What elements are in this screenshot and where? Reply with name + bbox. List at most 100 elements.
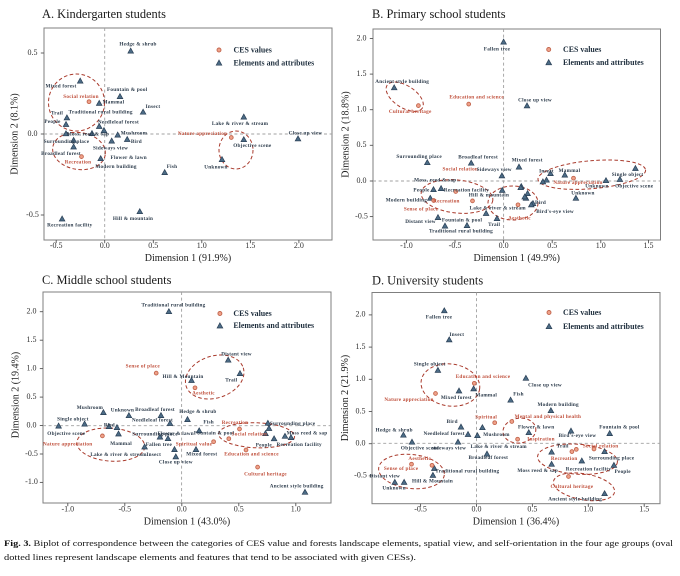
svg-text:Fallen tree: Fallen tree (484, 47, 511, 53)
svg-text:Recreation: Recreation (65, 160, 92, 166)
svg-text:0.5: 0.5 (547, 241, 557, 250)
svg-text:Fish: Fish (203, 419, 214, 425)
svg-text:Objective scene: Objective scene (615, 184, 654, 190)
svg-text:Distant view: Distant view (370, 473, 401, 479)
svg-text:Lake & river & stream: Lake & river & stream (90, 452, 147, 458)
svg-text:Ancient style building: Ancient style building (375, 79, 429, 85)
svg-text:Dimension 1 (49.9%): Dimension 1 (49.9%) (474, 253, 560, 264)
svg-text:1.5: 1.5 (245, 241, 255, 250)
svg-text:1.0: 1.0 (357, 105, 367, 114)
svg-text:-1.0: -1.0 (61, 504, 74, 513)
svg-text:-1.0: -1.0 (400, 241, 413, 250)
svg-text:-0.5: -0.5 (25, 449, 38, 458)
svg-text:Hill & mountain: Hill & mountain (469, 193, 509, 199)
svg-text:Objective scene: Objective scene (401, 445, 440, 451)
svg-text:Mammal: Mammal (103, 100, 125, 106)
svg-text:Education and science: Education and science (224, 452, 279, 458)
svg-text:Bird: Bird (535, 200, 546, 206)
svg-text:Mixed forest: Mixed forest (512, 157, 543, 163)
svg-text:Education and science: Education and science (456, 374, 511, 380)
svg-text:Sideways view: Sideways view (93, 145, 128, 151)
svg-text:Moss, reed & sap: Moss, reed & sap (67, 131, 109, 137)
svg-text:1.0: 1.0 (583, 504, 593, 513)
svg-text:Flower & lawn: Flower & lawn (111, 155, 147, 161)
svg-text:dotted lines represent landsca: dotted lines represent landscape element… (4, 552, 416, 562)
svg-text:Lake & river & stream: Lake & river & stream (212, 121, 269, 127)
svg-text:-0.5: -0.5 (414, 504, 427, 513)
svg-text:1.5: 1.5 (357, 69, 367, 78)
svg-text:1.5: 1.5 (644, 241, 654, 250)
svg-text:0.5: 0.5 (148, 241, 158, 250)
svg-text:Traditional rural building: Traditional rural building (435, 469, 499, 475)
svg-text:Mixed forest: Mixed forest (186, 451, 217, 457)
svg-text:Fallen tree: Fallen tree (146, 442, 173, 448)
svg-text:Broadleaf forest: Broadleaf forest (135, 407, 175, 413)
svg-text:Broadleaf forest: Broadleaf forest (468, 455, 508, 461)
svg-text:Mammal: Mammal (559, 168, 581, 174)
svg-text:Fallen tree: Fallen tree (426, 315, 453, 321)
svg-text:Aesthetic: Aesthetic (408, 456, 431, 462)
svg-text:Moss, reed & sap: Moss, reed & sap (414, 177, 456, 183)
svg-text:0.5: 0.5 (234, 504, 244, 513)
svg-text:Lake & river & stream: Lake & river & stream (471, 444, 528, 450)
svg-text:Traditional rural building: Traditional rural building (429, 229, 493, 235)
svg-text:Close up view: Close up view (159, 460, 193, 466)
svg-text:Hedge & shrub: Hedge & shrub (179, 409, 216, 415)
svg-text:Dimension 2 (19.4%): Dimension 2 (19.4%) (10, 352, 21, 438)
svg-text:Cultural heritage: Cultural heritage (244, 471, 287, 477)
svg-text:Insect: Insect (146, 452, 161, 458)
svg-text:Cultural heritage: Cultural heritage (389, 109, 432, 115)
svg-text:Moss reed & sap: Moss reed & sap (287, 431, 328, 437)
svg-text:Unknown: Unknown (111, 407, 134, 413)
svg-text:Dimension 1 (36.4%): Dimension 1 (36.4%) (473, 516, 559, 527)
svg-text:Close up view: Close up view (528, 382, 562, 388)
svg-text:Ancient style building: Ancient style building (548, 497, 602, 503)
svg-text:Unknown: Unknown (585, 184, 608, 190)
svg-text:Dimension 2 (21.9%): Dimension 2 (21.9%) (340, 355, 351, 441)
svg-text:Flower & lawn: Flower & lawn (518, 425, 554, 431)
svg-text:Hill & mountain: Hill & mountain (113, 216, 153, 222)
svg-text:Recreation facility: Recreation facility (276, 442, 322, 448)
svg-text:Recreation facility: Recreation facility (444, 187, 490, 193)
svg-text:Education and science: Education and science (449, 94, 504, 100)
svg-text:Mammal: Mammal (475, 392, 497, 398)
svg-text:2.0: 2.0 (356, 310, 366, 319)
svg-text:CES values: CES values (233, 309, 271, 318)
svg-text:Dimension 1 (43.0%): Dimension 1 (43.0%) (144, 516, 230, 527)
svg-text:Close up view: Close up view (518, 98, 552, 104)
svg-text:Insect: Insect (450, 332, 465, 338)
svg-text:Social relation: Social relation (232, 432, 268, 438)
svg-text:Trail: Trail (557, 444, 569, 450)
svg-text:Broadleaf forest: Broadleaf forest (41, 151, 81, 157)
svg-text:Bird's-eye view: Bird's-eye view (559, 433, 597, 439)
svg-text:Recreation: Recreation (222, 420, 249, 426)
svg-text:Needleleaf forest: Needleleaf forest (132, 417, 173, 423)
svg-text:Ancient style building: Ancient style building (270, 484, 324, 490)
svg-text:Fountain & pool: Fountain & pool (107, 87, 148, 93)
svg-text:1.0: 1.0 (27, 363, 37, 372)
svg-text:People: People (413, 187, 430, 193)
svg-text:Mushroom: Mushroom (483, 432, 510, 438)
svg-text:Surrounding place: Surrounding place (44, 139, 90, 145)
svg-text:Elements and attributes: Elements and attributes (563, 58, 644, 67)
svg-text:2.0: 2.0 (27, 307, 37, 316)
svg-text:Recreation facility: Recreation facility (47, 223, 93, 229)
svg-text:-1.0: -1.0 (25, 477, 38, 486)
svg-text:Fountain & pool: Fountain & pool (194, 430, 235, 436)
svg-text:0.0: 0.0 (100, 241, 110, 250)
svg-text:Needleleaf forest: Needleleaf forest (424, 431, 465, 437)
svg-text:Nature appreciation: Nature appreciation (553, 180, 602, 186)
svg-text:Insect: Insect (539, 168, 554, 174)
svg-text:2.0: 2.0 (357, 33, 367, 42)
svg-text:People: People (44, 119, 61, 125)
svg-text:Nature appreciation: Nature appreciation (43, 441, 92, 447)
svg-text:Fish: Fish (167, 164, 178, 170)
svg-text:Fish: Fish (513, 391, 524, 397)
svg-text:Elements and attributes: Elements and attributes (563, 322, 644, 331)
svg-text:Inspiration: Inspiration (527, 437, 555, 443)
svg-text:Trail: Trail (51, 111, 63, 117)
svg-text:Elements and attributes: Elements and attributes (234, 58, 315, 67)
svg-text:Sense of place: Sense of place (404, 207, 439, 213)
svg-text:-0.5: -0.5 (26, 210, 39, 219)
svg-text:-0.5: -0.5 (355, 211, 368, 220)
